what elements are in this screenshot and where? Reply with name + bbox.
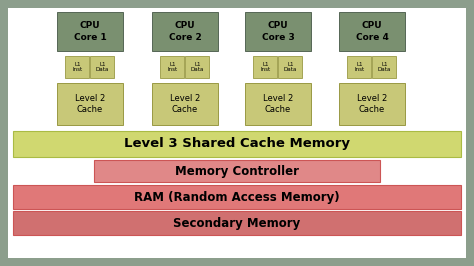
- Text: Level 3 Shared Cache Memory: Level 3 Shared Cache Memory: [124, 138, 350, 151]
- FancyBboxPatch shape: [57, 12, 123, 51]
- FancyBboxPatch shape: [347, 56, 372, 78]
- FancyBboxPatch shape: [13, 185, 461, 209]
- Text: Level 2
Cache: Level 2 Cache: [263, 94, 293, 114]
- FancyBboxPatch shape: [161, 56, 184, 78]
- Text: Level 2
Cache: Level 2 Cache: [357, 94, 387, 114]
- Text: Level 2
Cache: Level 2 Cache: [75, 94, 105, 114]
- FancyBboxPatch shape: [13, 211, 461, 235]
- Text: CPU
Core 1: CPU Core 1: [73, 22, 106, 41]
- FancyBboxPatch shape: [373, 56, 396, 78]
- Text: Level 2
Cache: Level 2 Cache: [170, 94, 200, 114]
- Text: L1
Data: L1 Data: [191, 62, 204, 72]
- FancyBboxPatch shape: [339, 12, 405, 51]
- FancyBboxPatch shape: [254, 56, 277, 78]
- Text: L1
Data: L1 Data: [284, 62, 297, 72]
- FancyBboxPatch shape: [185, 56, 210, 78]
- Text: L1
Inst: L1 Inst: [355, 62, 365, 72]
- FancyBboxPatch shape: [57, 83, 123, 125]
- Text: CPU
Core 2: CPU Core 2: [169, 22, 201, 41]
- Text: Memory Controller: Memory Controller: [175, 164, 299, 177]
- FancyBboxPatch shape: [279, 56, 302, 78]
- Text: CPU
Core 4: CPU Core 4: [356, 22, 388, 41]
- FancyBboxPatch shape: [245, 83, 311, 125]
- FancyBboxPatch shape: [245, 12, 311, 51]
- FancyBboxPatch shape: [152, 12, 218, 51]
- Text: CPU
Core 3: CPU Core 3: [262, 22, 294, 41]
- FancyBboxPatch shape: [65, 56, 90, 78]
- Text: L1
Inst: L1 Inst: [260, 62, 271, 72]
- Text: L1
Inst: L1 Inst: [167, 62, 178, 72]
- FancyBboxPatch shape: [91, 56, 115, 78]
- FancyBboxPatch shape: [339, 83, 405, 125]
- FancyBboxPatch shape: [152, 83, 218, 125]
- FancyBboxPatch shape: [8, 8, 466, 258]
- Text: L1
Data: L1 Data: [378, 62, 391, 72]
- FancyBboxPatch shape: [13, 131, 461, 157]
- Text: L1
Inst: L1 Inst: [73, 62, 82, 72]
- FancyBboxPatch shape: [94, 160, 380, 182]
- Text: L1
Data: L1 Data: [96, 62, 109, 72]
- Text: RAM (Random Access Memory): RAM (Random Access Memory): [134, 190, 340, 203]
- Text: Secondary Memory: Secondary Memory: [173, 217, 301, 230]
